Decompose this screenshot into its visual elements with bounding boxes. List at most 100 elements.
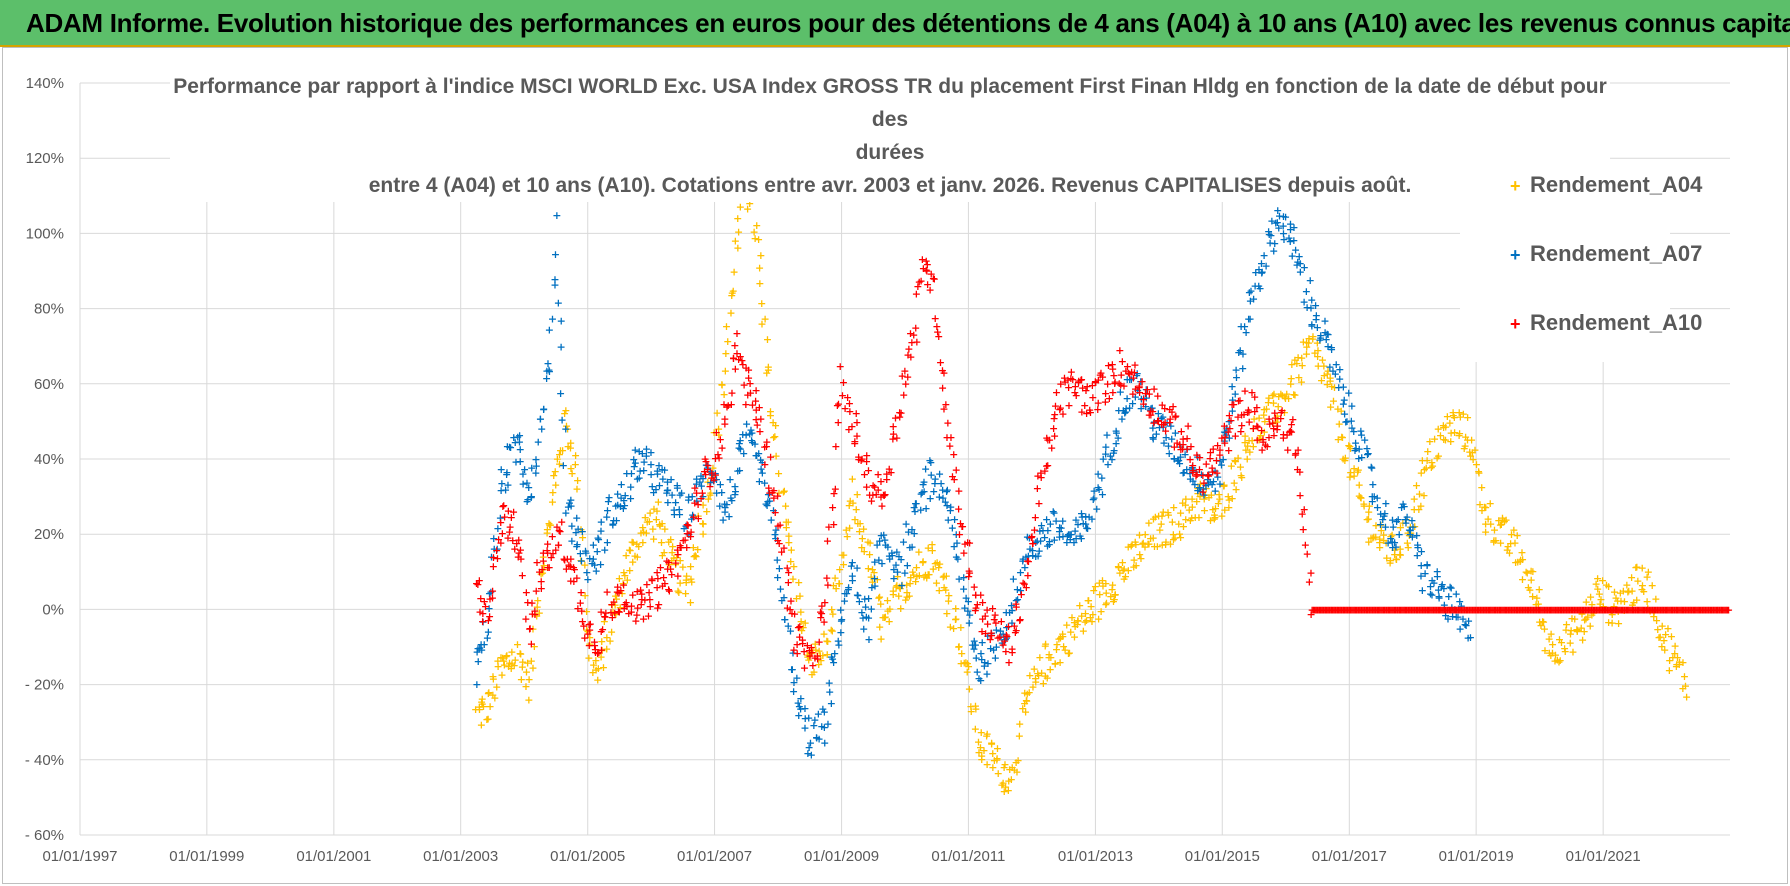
point-rendement_a04: + [1243,440,1252,453]
y-tick-label: - 20% [25,677,64,694]
point-rendement_a10: + [820,596,829,609]
point-rendement_a10: + [504,505,513,518]
point-rendement_a04: + [659,546,668,559]
point-rendement_a10: + [787,607,796,620]
point-rendement_a07: + [1289,221,1298,234]
point-rendement_a10: + [1459,603,1468,616]
point-rendement_a10: + [1607,603,1616,616]
point-rendement_a07: + [796,692,805,705]
point-rendement_a04: + [803,651,812,664]
point-rendement_a07: + [1413,541,1422,554]
point-rendement_a04: + [883,594,892,607]
point-rendement_a10: + [970,580,979,593]
point-rendement_a04: + [686,573,695,586]
point-rendement_a10: + [1483,603,1492,616]
point-rendement_a04: + [1500,515,1509,528]
point-rendement_a04: + [1249,440,1258,453]
point-rendement_a10: + [1517,603,1526,616]
point-rendement_a04: + [1062,619,1071,632]
point-rendement_a04: + [1176,531,1185,544]
point-rendement_a04: + [1008,761,1017,774]
point-rendement_a10: + [1359,603,1368,616]
point-rendement_a04: + [1560,642,1569,655]
point-rendement_a04: + [1603,603,1612,616]
point-rendement_a07: + [608,518,617,531]
point-rendement_a10: + [1539,603,1548,616]
point-rendement_a10: + [1703,603,1712,616]
point-rendement_a10: + [1091,376,1100,389]
point-rendement_a07: + [646,446,655,459]
point-rendement_a04: + [1292,357,1301,370]
point-rendement_a07: + [731,485,740,498]
point-rendement_a04: + [664,536,673,549]
point-rendement_a10: + [1698,603,1707,616]
point-rendement_a07: + [478,615,487,628]
point-rendement_a07: + [1256,282,1265,295]
point-rendement_a04: + [1187,512,1196,525]
point-rendement_a10: + [1271,411,1280,424]
point-rendement_a04: + [1441,420,1450,433]
point-rendement_a04: + [668,546,677,559]
point-rendement_a10: + [954,484,963,497]
point-rendement_a10: + [1358,603,1367,616]
point-rendement_a10: + [1008,646,1017,659]
point-rendement_a10: + [1578,603,1587,616]
point-rendement_a07: + [726,492,735,505]
point-rendement_a04: + [1028,680,1037,693]
point-rendement_a04: + [764,361,773,374]
point-rendement_a10: + [1498,603,1507,616]
point-rendement_a07: + [972,652,981,665]
point-rendement_a10: + [1004,656,1013,669]
point-rendement_a10: + [1614,603,1623,616]
point-rendement_a10: + [1457,603,1466,616]
point-rendement_a04: + [1232,483,1241,496]
point-rendement_a04: + [1228,492,1237,505]
point-rendement_a07: + [1170,452,1179,465]
point-rendement_a10: + [1042,431,1051,444]
point-rendement_a04: + [1102,586,1111,599]
point-rendement_a10: + [720,412,729,425]
point-rendement_a04: + [566,462,575,475]
point-rendement_a07: + [663,475,672,488]
point-rendement_a07: + [930,477,939,490]
point-rendement_a07: + [1339,380,1348,393]
point-rendement_a04: + [1667,630,1676,643]
point-rendement_a04: + [1159,506,1168,519]
point-rendement_a04: + [1022,694,1031,707]
point-rendement_a07: + [926,456,935,469]
point-rendement_a07: + [617,478,626,491]
point-rendement_a04: + [1364,513,1373,526]
point-rendement_a04: + [502,650,511,663]
point-rendement_a04: + [1518,573,1527,586]
point-rendement_a04: + [619,566,628,579]
point-rendement_a10: + [1011,598,1020,611]
point-rendement_a04: + [477,718,486,731]
point-rendement_a10: + [1184,419,1193,432]
point-rendement_a04: + [1624,585,1633,598]
point-rendement_a10: + [1361,603,1370,616]
point-rendement_a07: + [999,627,1008,640]
point-rendement_a10: + [1043,433,1052,446]
point-rendement_a07: + [1335,372,1344,385]
point-rendement_a07: + [523,493,532,506]
point-rendement_a04: + [496,651,505,664]
point-rendement_a10: + [1129,372,1138,385]
point-rendement_a10: + [609,595,618,608]
point-rendement_a04: + [1598,574,1607,587]
point-rendement_a07: + [651,483,660,496]
point-rendement_a10: + [707,467,716,480]
point-rendement_a10: + [1236,425,1245,438]
point-rendement_a04: + [1555,633,1564,646]
point-rendement_a07: + [1340,407,1349,420]
point-rendement_a07: + [727,494,736,507]
point-rendement_a04: + [1193,482,1202,495]
point-rendement_a04: + [1463,411,1472,424]
point-rendement_a04: + [1141,528,1150,541]
point-rendement_a10: + [1515,603,1524,616]
point-rendement_a07: + [787,663,796,676]
point-rendement_a10: + [1369,603,1378,616]
point-rendement_a07: + [1125,373,1134,386]
point-rendement_a10: + [1548,603,1557,616]
point-rendement_a07: + [1089,485,1098,498]
point-rendement_a07: + [725,473,734,486]
